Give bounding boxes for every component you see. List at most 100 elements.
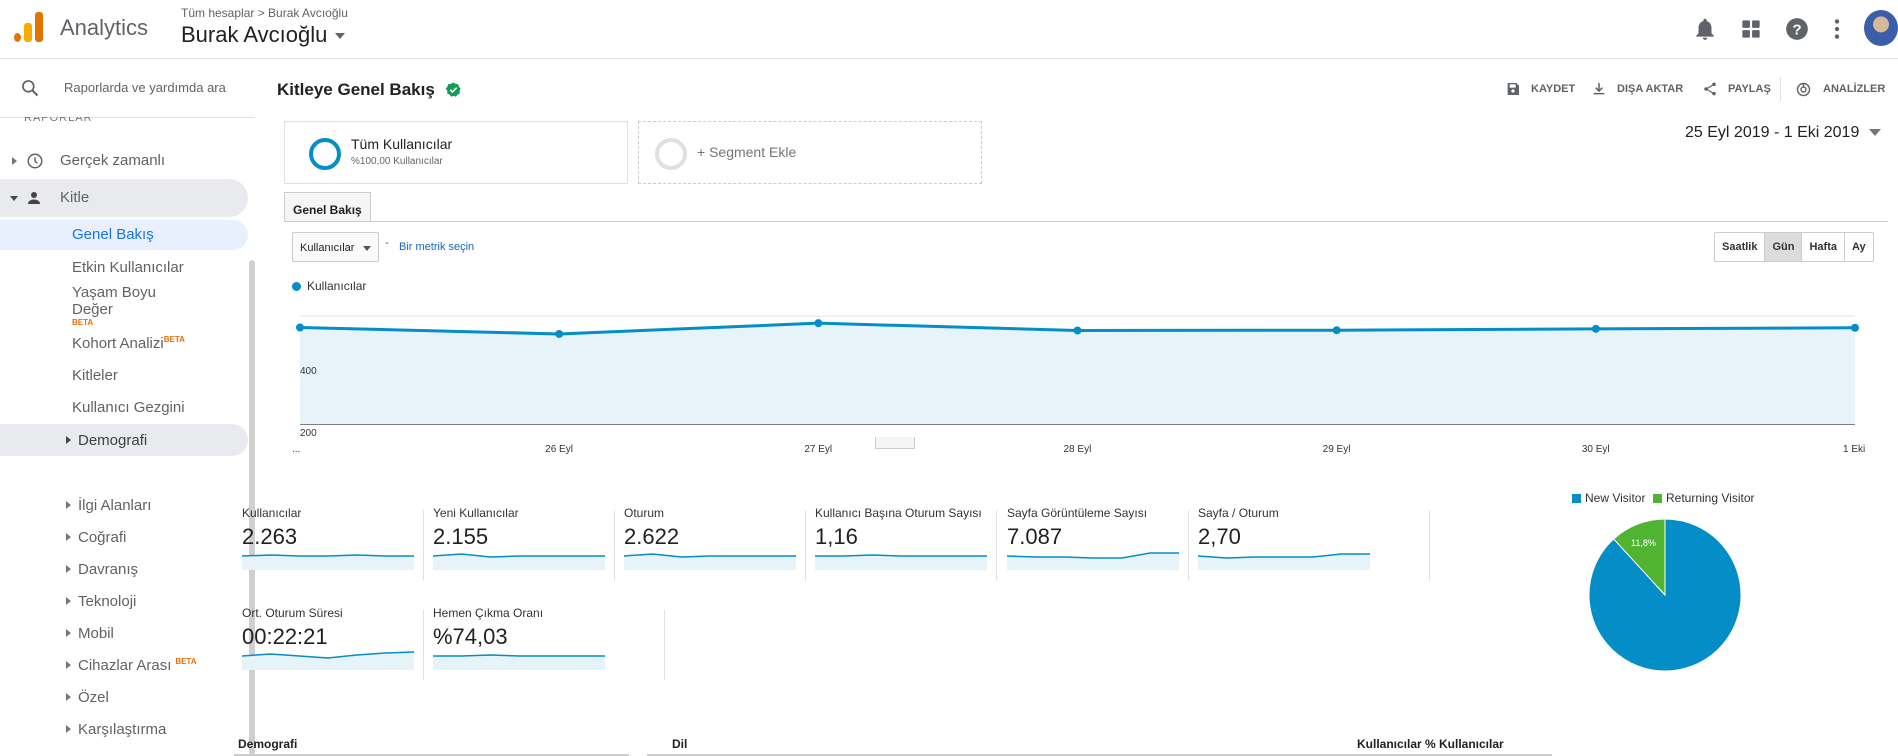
more-vert-icon[interactable] [1824, 16, 1850, 42]
metric-tile[interactable]: Kullanıcılar 2.263 [242, 506, 414, 586]
metric-dropdown[interactable]: Kullanıcılar [292, 232, 379, 262]
save-icon [1507, 83, 1519, 95]
sparkline-line [1007, 552, 1179, 559]
series-area [300, 323, 1855, 424]
metric-tile[interactable]: Hemen Çıkma Oranı %74,03 [433, 606, 605, 686]
sidebar-item-i-lgi-alanları[interactable]: İlgi Alanları [0, 490, 248, 520]
data-point[interactable] [1851, 323, 1859, 332]
sidebar-item-davranış[interactable]: Davranış [0, 554, 248, 584]
help-icon[interactable]: ? [1784, 16, 1810, 42]
analytics-logo[interactable] [14, 12, 44, 42]
bell-icon[interactable] [1692, 16, 1718, 42]
sidebar-item-karşılaştırma[interactable]: Karşılaştırma [0, 714, 248, 744]
metric-tile[interactable]: Oturum 2.622 [624, 506, 796, 586]
sidebar-item-audiences[interactable]: Kitleler [0, 360, 248, 390]
sidebar-item-teknoloji[interactable]: Teknoloji [0, 586, 248, 616]
segment-placeholder-icon [655, 138, 687, 170]
expand-arrow-icon [66, 693, 71, 701]
sidebar-item-realtime[interactable]: Gerçek zamanlı [0, 146, 248, 176]
data-point[interactable] [555, 329, 564, 338]
collapse-arrow-icon [10, 196, 18, 201]
sidebar-item-özel[interactable]: Özel [0, 682, 248, 712]
pie-slice-label: 88,2% [1677, 672, 1703, 682]
sidebar-item-label: Coğrafi [78, 529, 127, 546]
metric-sparkline [815, 554, 987, 570]
data-point[interactable] [1332, 326, 1341, 335]
main-content: Kitleye Genel Bakış KAYDET DIŞA AKTAR PA… [234, 60, 1898, 756]
visitor-pie-chart [1588, 518, 1742, 672]
sidebar-item-kullanıcı-akışı[interactable]: Kullanıcı Akışı [0, 746, 248, 755]
x-tick-label: 27 Eyl [804, 444, 833, 455]
sidebar-item-demographics[interactable]: Demografi [0, 424, 248, 456]
metric-tile[interactable]: Ort. Oturum Süresi 00:22:21 [242, 606, 414, 686]
metric-tile[interactable]: Kullanıcı Başına Oturum Sayısı 1,16 [815, 506, 987, 586]
users-column-header[interactable]: Kullanıcılar [1357, 737, 1422, 751]
data-point[interactable] [814, 319, 823, 328]
add-segment-button[interactable]: + Segment Ekle [638, 121, 982, 184]
sidebar: Raporlarda ve yardımda ara RAPORLAR Gerç… [0, 60, 255, 755]
chart-collapse-handle[interactable] [875, 437, 915, 449]
sidebar-item-audience[interactable]: Kitle [0, 179, 248, 217]
clock-icon [27, 153, 43, 169]
data-point[interactable] [296, 323, 304, 332]
hourly-button[interactable]: Saatlik [1715, 233, 1766, 261]
x-tick-label: 28 Eyl [1063, 444, 1092, 455]
sidebar-item-label: İlgi Alanları [78, 497, 152, 514]
users-line-chart [296, 315, 1859, 425]
metric-sparkline [433, 654, 605, 670]
page-title: Kitleye Genel Bakış [277, 80, 462, 100]
share-icon [1704, 82, 1716, 96]
sidebar-item-overview[interactable]: Genel Bakış [0, 220, 248, 250]
metric-sparkline [1007, 552, 1179, 570]
beta-badge: BETA [72, 318, 94, 327]
x-tick-label: 30 Eyl [1581, 444, 1610, 455]
expand-arrow-icon [66, 565, 71, 573]
page-title-text: Kitleye Genel Bakış [277, 80, 435, 99]
tab-overview[interactable]: Genel Bakış [284, 192, 371, 222]
apps-grid-icon[interactable] [1738, 16, 1764, 42]
day-button[interactable]: Gün [1765, 233, 1803, 261]
date-range-picker[interactable]: 25 Eyl 2019 - 1 Eki 2019 [1685, 124, 1882, 142]
avatar[interactable] [1864, 10, 1898, 46]
sidebar-item-user-explorer[interactable]: Kullanıcı Gezgini [0, 392, 248, 422]
segment-all-users[interactable]: Tüm Kullanıcılar %100,00 Kullanıcılar [284, 121, 628, 184]
sparkline-area [433, 655, 605, 670]
data-point[interactable] [1073, 326, 1082, 335]
expand-arrow-icon [66, 629, 71, 637]
metric-sparkline [1198, 553, 1370, 570]
sidebar-item-active-users[interactable]: Etkin Kullanıcılar [0, 254, 248, 282]
sidebar-item-mobil[interactable]: Mobil [0, 618, 248, 648]
toolbar-divider [1780, 77, 1781, 101]
segment-title: Tüm Kullanıcılar [351, 136, 453, 152]
share-label: PAYLAŞ [1728, 83, 1771, 95]
metric-sparkline [624, 553, 796, 570]
metric-tile[interactable]: Sayfa Görüntüleme Sayısı 7.087 [1007, 506, 1179, 586]
sidebar-item-label: Özel [78, 689, 109, 706]
metric-value: 2.622 [624, 524, 680, 549]
metric-divider [423, 510, 424, 580]
sparkline-line [624, 553, 796, 558]
month-button[interactable]: Ay [1851, 241, 1866, 253]
sidebar-search[interactable]: Raporlarda ve yardımda ara [0, 60, 255, 118]
sidebar-item-cohort[interactable]: Kohort AnaliziBETA [0, 327, 248, 357]
sidebar-scrollbar[interactable] [249, 260, 255, 755]
users-percent-column-header[interactable]: % Kullanıcılar [1425, 737, 1504, 751]
sidebar-item-cihazlar-arası[interactable]: Cihazlar Arası BETA [0, 650, 248, 680]
metric-sparkline [242, 554, 414, 570]
metric-tile[interactable]: Sayfa / Oturum 2,70 [1198, 506, 1370, 586]
pie-slice[interactable] [1612, 518, 1666, 597]
account-breadcrumb[interactable]: Tüm hesaplar > Burak Avcıoğlu [181, 6, 348, 20]
metric-tile[interactable]: Yeni Kullanıcılar 2.155 [433, 506, 605, 586]
select-metric-link[interactable]: Bir metrik seçin [399, 241, 475, 253]
sidebar-item-lifetime-value[interactable]: Yaşam Boyu Değer BETA [0, 282, 248, 327]
data-point[interactable] [1591, 324, 1600, 333]
week-button[interactable]: Hafta [1802, 233, 1845, 261]
demographics-heading: Demografi [238, 737, 298, 751]
insights-icon [1796, 82, 1811, 97]
sparkline-line [815, 554, 987, 557]
metric-value: %74,03 [433, 624, 508, 649]
sidebar-item-coğrafi[interactable]: Coğrafi [0, 522, 248, 552]
sparkline-line [242, 651, 414, 659]
sidebar-item-label: Yaşam Boyu Değer [72, 284, 156, 318]
account-selector[interactable]: Burak Avcıoğlu [181, 22, 346, 48]
